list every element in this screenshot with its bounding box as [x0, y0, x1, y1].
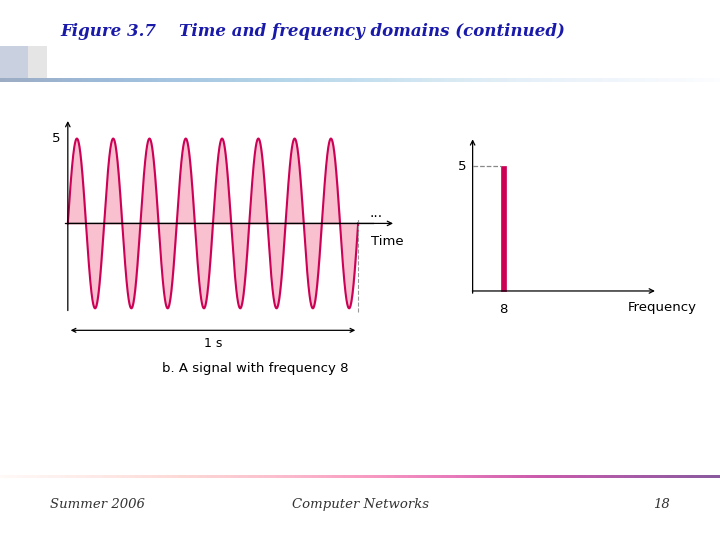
- Text: Summer 2006: Summer 2006: [50, 498, 145, 511]
- Text: Figure 3.7    Time and frequency domains (continued): Figure 3.7 Time and frequency domains (c…: [60, 23, 565, 39]
- Text: 1 s: 1 s: [204, 337, 222, 350]
- Text: Time: Time: [371, 235, 403, 248]
- Text: Frequency: Frequency: [628, 301, 697, 314]
- Text: 5: 5: [458, 160, 467, 173]
- Text: 18: 18: [653, 498, 670, 511]
- Bar: [28, 46, 47, 78]
- Bar: [501, 166, 506, 291]
- Bar: [0, 46, 28, 78]
- Text: b. A signal with frequency 8: b. A signal with frequency 8: [162, 362, 349, 375]
- Text: 5: 5: [52, 132, 60, 145]
- Text: ...: ...: [370, 206, 383, 220]
- Text: Computer Networks: Computer Networks: [292, 498, 428, 511]
- Text: 8: 8: [499, 303, 508, 316]
